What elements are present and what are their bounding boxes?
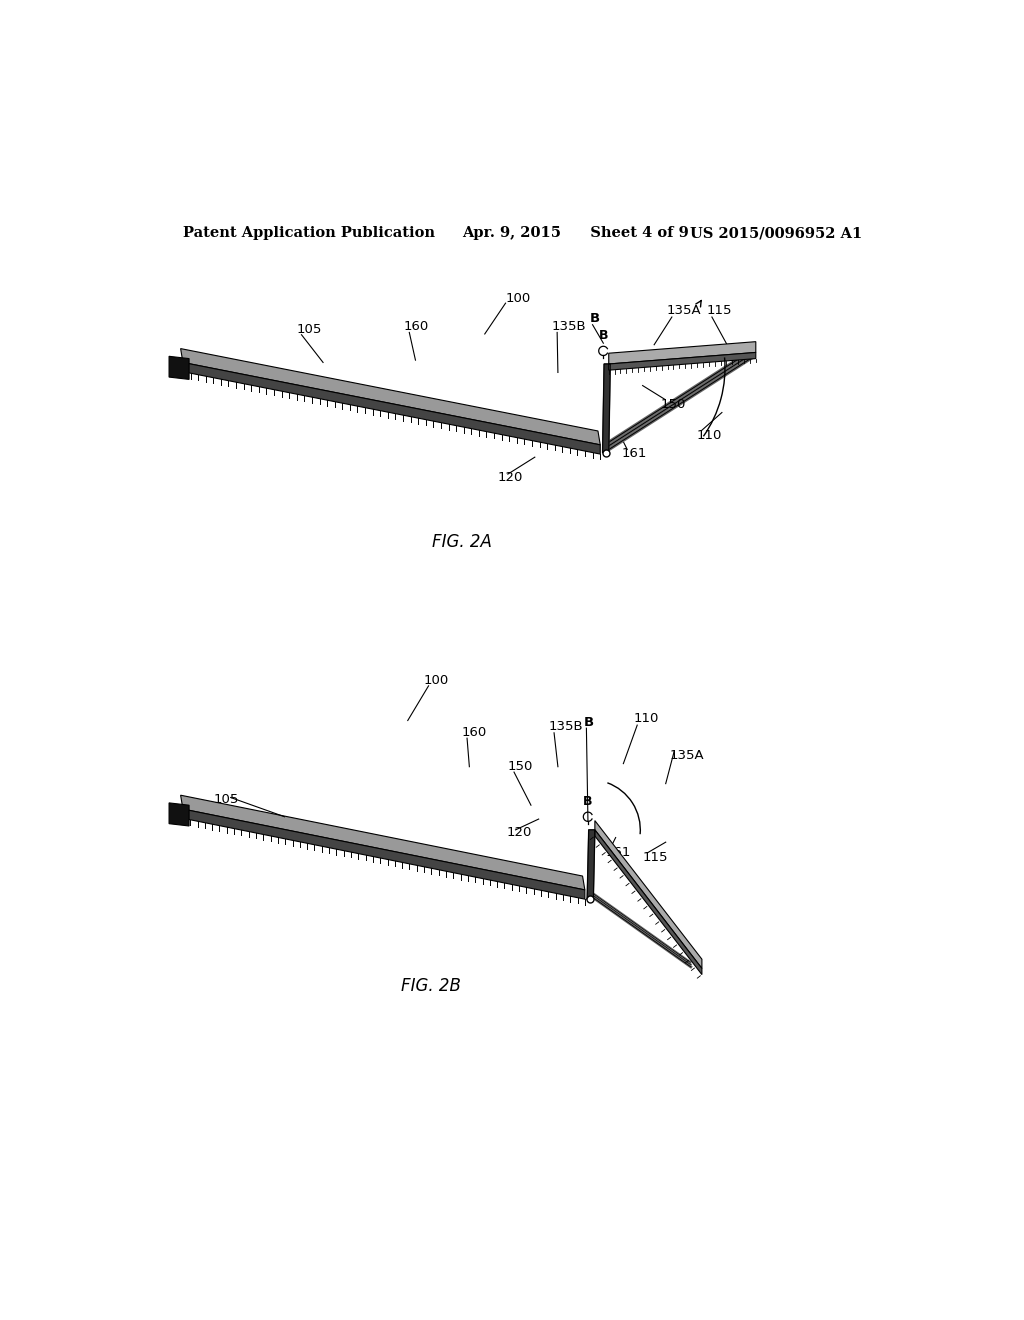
Text: 161: 161	[605, 846, 631, 859]
Text: US 2015/0096952 A1: US 2015/0096952 A1	[690, 226, 862, 240]
Polygon shape	[595, 830, 701, 974]
Text: 115: 115	[643, 851, 668, 865]
Text: 150: 150	[660, 399, 686, 412]
Text: 110: 110	[634, 713, 658, 726]
Text: 135B: 135B	[549, 721, 584, 733]
Polygon shape	[608, 342, 756, 364]
Polygon shape	[602, 364, 610, 453]
Text: 110: 110	[696, 429, 722, 442]
Text: B: B	[599, 330, 608, 342]
Text: B: B	[590, 312, 600, 325]
Text: Patent Application Publication: Patent Application Publication	[183, 226, 435, 240]
Polygon shape	[183, 809, 585, 899]
Text: 100: 100	[506, 292, 530, 305]
Text: B: B	[584, 715, 594, 729]
Text: FIG. 2A: FIG. 2A	[432, 533, 492, 550]
Text: 105: 105	[214, 792, 239, 805]
Text: FIG. 2B: FIG. 2B	[401, 977, 461, 995]
Text: 120: 120	[498, 471, 523, 484]
Text: 120: 120	[506, 825, 531, 838]
Text: 100: 100	[423, 675, 449, 686]
Text: 135A: 135A	[667, 304, 701, 317]
Polygon shape	[183, 363, 600, 454]
Polygon shape	[608, 352, 756, 370]
Polygon shape	[169, 356, 189, 379]
Text: Apr. 9, 2015  Sheet 4 of 9: Apr. 9, 2015 Sheet 4 of 9	[462, 226, 688, 240]
Text: 160: 160	[462, 726, 486, 739]
Text: 160: 160	[403, 319, 429, 333]
Polygon shape	[180, 795, 585, 890]
Text: 150: 150	[508, 760, 534, 774]
Text: B: B	[584, 795, 593, 808]
Polygon shape	[587, 830, 595, 899]
Text: 135A: 135A	[670, 748, 705, 762]
Text: 115: 115	[707, 304, 732, 317]
Text: 161: 161	[622, 446, 647, 459]
Polygon shape	[169, 803, 189, 826]
Text: 135B: 135B	[552, 319, 587, 333]
Polygon shape	[595, 821, 701, 969]
Text: 105: 105	[296, 323, 322, 335]
Polygon shape	[180, 348, 600, 445]
